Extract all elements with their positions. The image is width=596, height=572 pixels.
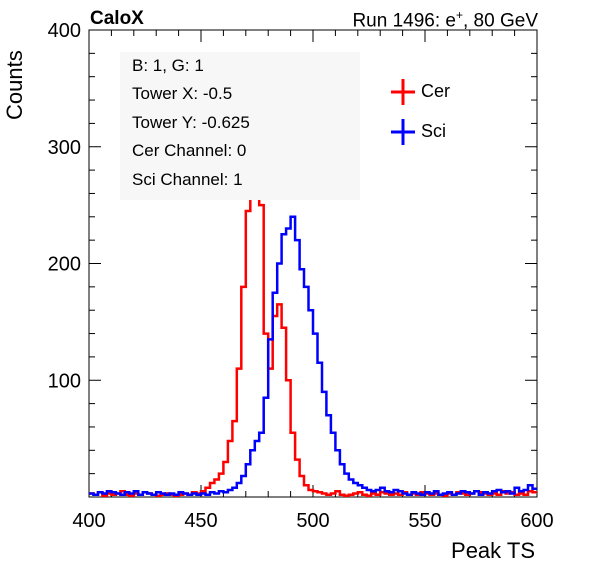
legend xyxy=(391,79,415,145)
legend-label-cer: Cer xyxy=(421,81,451,101)
series-group xyxy=(89,116,537,498)
x-tick-label: 550 xyxy=(408,510,441,532)
y-tick-label: 100 xyxy=(48,370,81,392)
x-tick-label: 450 xyxy=(184,510,217,532)
y-tick-label: 300 xyxy=(48,137,81,159)
info-line-tower-x: Tower X: -0.5 xyxy=(132,84,233,103)
legend-marker-sci xyxy=(391,119,415,145)
legend-label-sci: Sci xyxy=(421,121,447,141)
brand-label: CaloX xyxy=(90,8,144,29)
info-line-tower-y: Tower Y: -0.625 xyxy=(132,113,250,132)
x-axis-label: Peak TS xyxy=(451,538,535,563)
run-prefix: Run 1496: e xyxy=(352,10,456,32)
y-tick-label: 400 xyxy=(48,20,81,42)
run-label: Run 1496: e+, 80 GeV xyxy=(352,8,538,32)
x-tick-label: 500 xyxy=(296,510,329,532)
x-tick-label: 400 xyxy=(72,510,105,532)
info-line-bg: B: 1, G: 1 xyxy=(132,56,204,75)
run-sup: + xyxy=(455,8,463,22)
info-box xyxy=(120,52,360,200)
run-suffix: , 80 GeV xyxy=(463,10,538,32)
y-axis-label: Counts xyxy=(2,50,27,120)
info-line-cer-channel: Cer Channel: 0 xyxy=(132,141,247,160)
y-tick-label: 200 xyxy=(48,254,81,276)
y-axis: 100 200 300 400 xyxy=(48,20,537,498)
legend-marker-cer xyxy=(391,79,415,105)
info-line-sci-channel: Sci Channel: 1 xyxy=(132,170,243,189)
x-tick-label: 600 xyxy=(520,510,553,532)
x-axis: 400 450 500 550 600 xyxy=(72,30,554,532)
series-sci-line xyxy=(89,215,537,496)
